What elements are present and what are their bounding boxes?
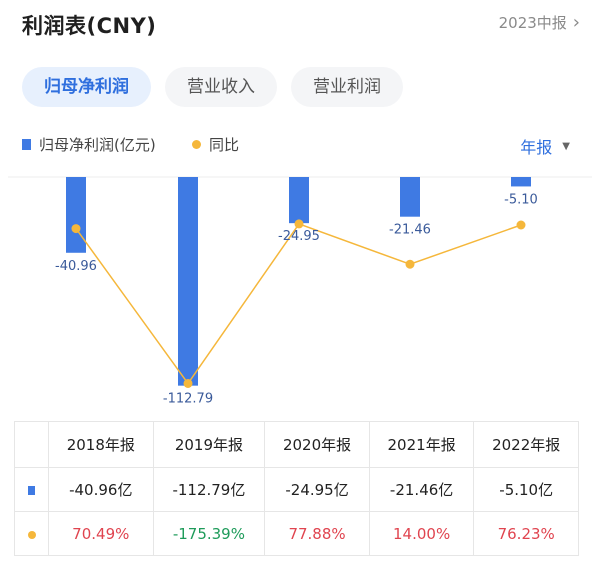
bar-2019年报[interactable] [178,177,198,386]
cell-yoy-2018: 70.49% [48,511,154,556]
table-row-yoy: 70.49% -175.39% 77.88% 14.00% 76.23% [14,511,579,556]
table-header-row: 2018年报 2019年报 2020年报 2021年报 2022年报 [14,421,579,468]
yoy-point-2018年报[interactable] [71,224,81,234]
col-header-2022: 2022年报 [473,421,579,468]
row-marker-cell [14,511,49,556]
header: 利润表(CNY) 2023中报 › [0,0,600,48]
cell-yoy-2019: -175.39% [152,511,266,556]
cell-profit-2022: -5.10亿 [473,467,579,512]
cell-yoy-2020: 77.88% [264,511,370,556]
legend-label-yoy: 同比 [209,136,240,154]
col-header-2021: 2021年报 [368,421,475,468]
bar-value-label: -5.10 [504,192,538,207]
bar-2020年报[interactable] [289,177,309,224]
caret-down-icon: ▼ [562,140,570,152]
data-table: 2018年报 2019年报 2020年报 2021年报 2022年报 -40.9… [14,421,579,556]
cell-profit-2021: -21.46亿 [368,467,475,512]
col-header-2019: 2019年报 [152,421,266,468]
tab-operating-profit[interactable]: 营业利润 [291,67,403,107]
period-type-select[interactable]: 年报 ▼ [520,134,570,158]
bar-value-label: -24.95 [278,229,320,244]
yoy-point-2021年报[interactable] [405,259,415,269]
yoy-point-2022年报[interactable] [516,220,526,230]
line-series-marker-icon [27,530,36,539]
cell-profit-2019: -112.79亿 [152,467,266,512]
col-header-2020: 2020年报 [264,421,370,468]
legend-item-net-profit: 归母净利润(亿元) [22,134,156,155]
bar-value-label: -21.46 [389,223,431,238]
table-row-net-profit: -40.96亿 -112.79亿 -24.95亿 -21.46亿 -5.10亿 [14,467,579,512]
chart-legend: 归母净利润(亿元) 同比 年报 ▼ [22,134,580,160]
bar-value-label: -40.96 [55,259,97,274]
legend-item-yoy: 同比 [192,134,239,155]
report-period-link[interactable]: 2023中报 › [499,12,580,33]
line-series-marker-icon [192,140,201,149]
tab-net-profit[interactable]: 归母净利润 [22,67,151,107]
bar-value-label: -112.79 [163,392,213,407]
tab-revenue[interactable]: 营业收入 [165,67,277,107]
cell-profit-2020: -24.95亿 [264,467,370,512]
profit-chart: -40.96 -112.79 -24.95 -21.46 -5.10 [8,176,592,407]
bar-series-marker-icon [22,139,31,150]
report-period-label: 2023中报 [498,14,567,32]
cell-yoy-2022: 76.23% [473,511,579,556]
table-corner-cell [14,421,49,468]
yoy-point-2020年报[interactable] [294,219,304,229]
cell-profit-2018: -40.96亿 [48,467,154,512]
row-marker-cell [14,467,49,512]
col-header-2018: 2018年报 [48,421,154,468]
period-type-label: 年报 [520,138,553,157]
legend-label-net-profit: 归母净利润(亿元) [39,136,156,154]
bar-2021年报[interactable] [400,177,420,217]
bar-2018年报[interactable] [66,177,86,253]
yoy-point-2019年报[interactable] [183,379,193,388]
bar-2022年报[interactable] [511,177,531,187]
chevron-right-icon: › [572,12,580,33]
yoy-line [75,222,522,385]
metric-tabs: 归母净利润 营业收入 营业利润 [22,67,403,107]
page-title: 利润表(CNY) [22,14,157,38]
cell-yoy-2021: 14.00% [368,511,475,556]
bar-series-marker-icon [28,485,35,495]
